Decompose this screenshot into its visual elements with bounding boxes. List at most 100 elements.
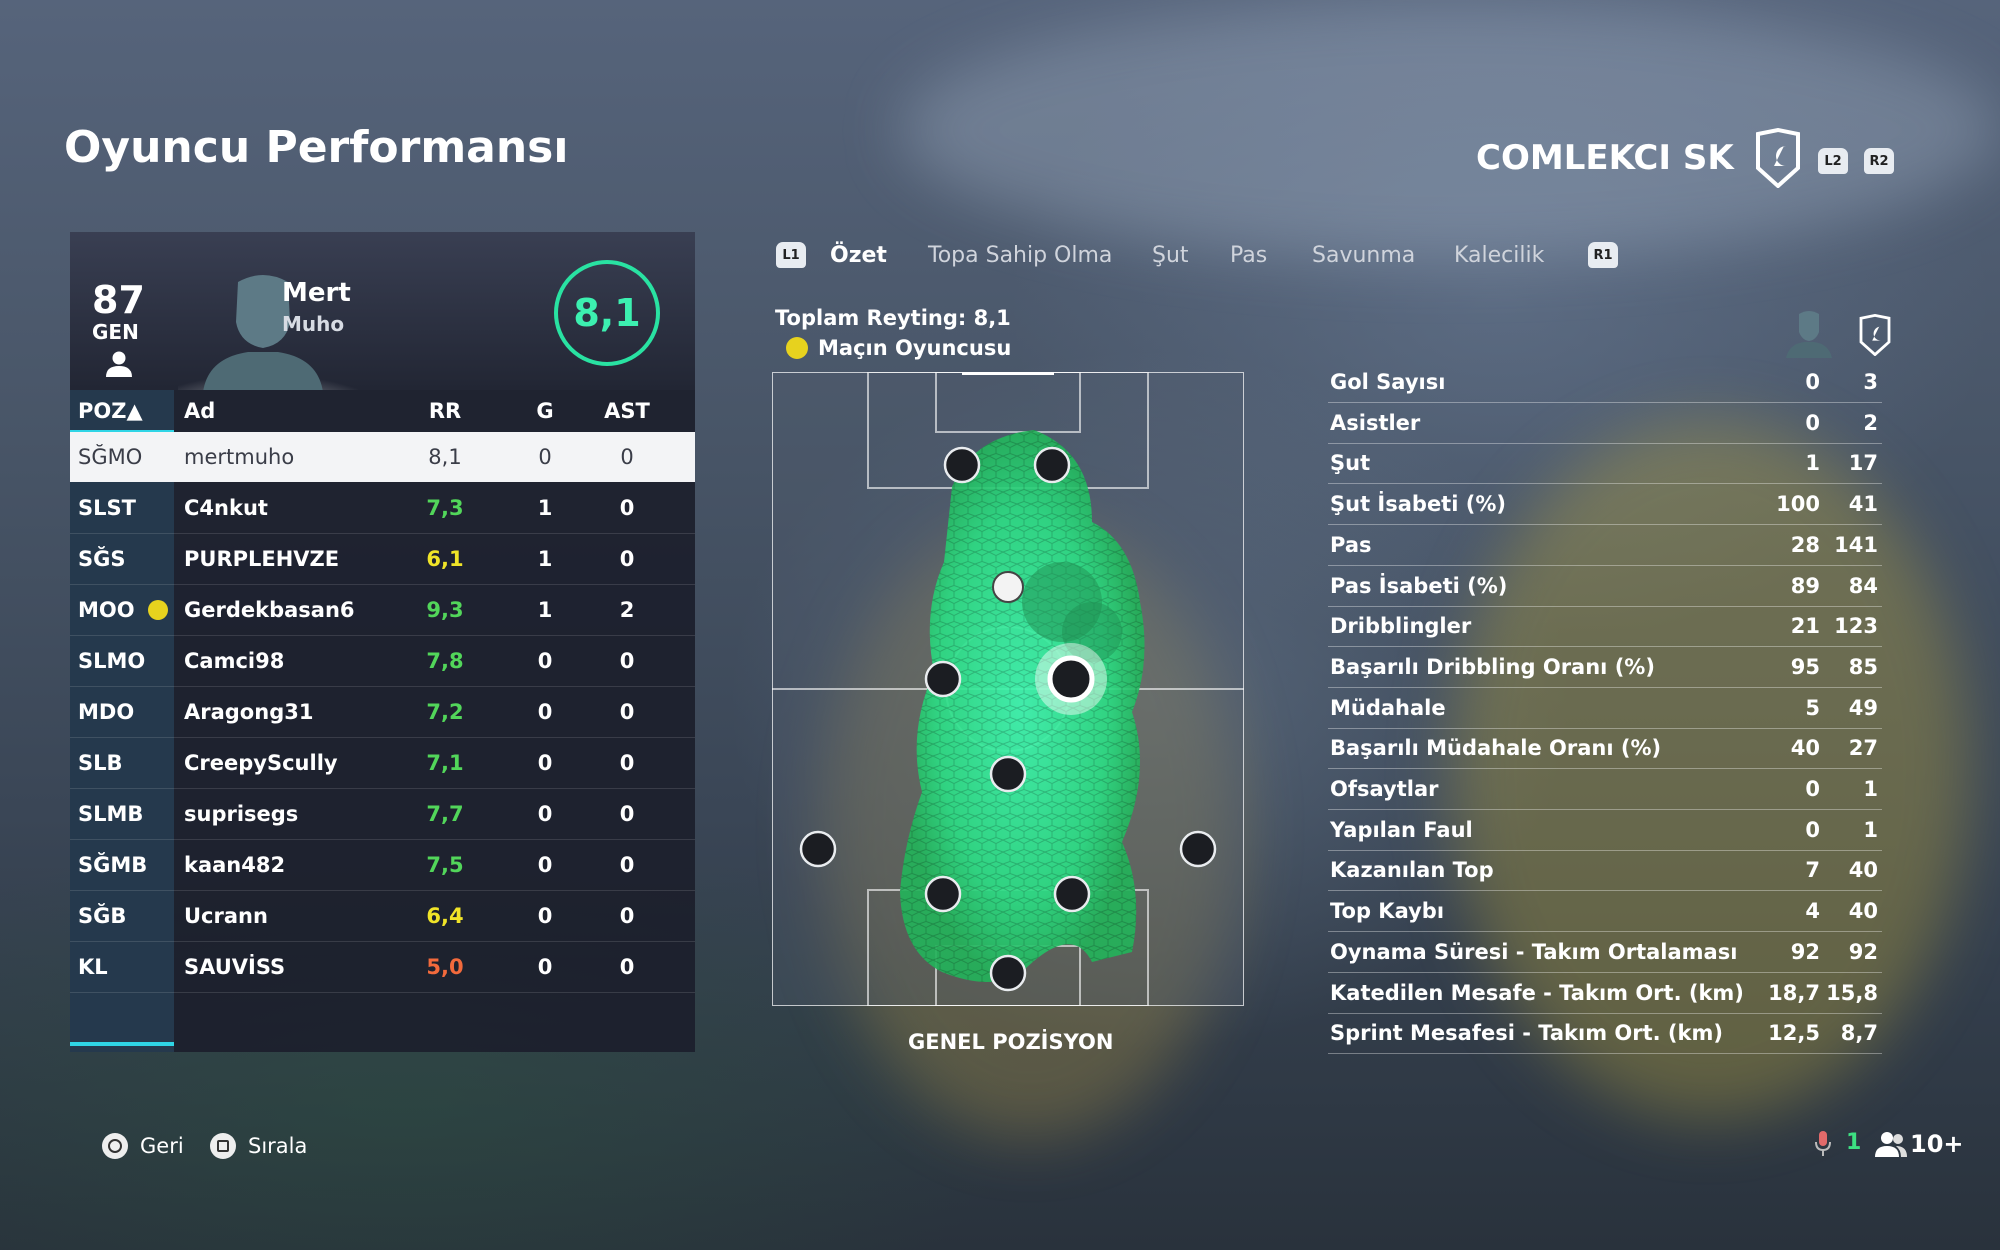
- row-goals: 0: [537, 802, 553, 826]
- stat-row: Müdahale 5 49: [1328, 688, 1882, 729]
- row-goals: 0: [537, 955, 553, 979]
- stat-player-value: 0: [1805, 370, 1820, 394]
- row-player-name: C4nkut: [184, 496, 268, 520]
- stat-label: Sprint Mesafesi - Takım Ort. (km): [1330, 1021, 1723, 1046]
- stat-label: Top Kaybı: [1330, 899, 1445, 924]
- table-row[interactable]: SĞS PURPLEHVZE 6,1 1 0: [70, 534, 695, 585]
- row-player-name: mertmuho: [184, 445, 295, 469]
- row-rating: 7,1: [426, 751, 464, 775]
- row-assists: 0: [619, 955, 635, 979]
- row-rating: 7,3: [426, 496, 464, 520]
- table-row[interactable]: MOO Gerdekbasan6 9,3 1 2: [70, 585, 695, 636]
- table-row[interactable]: SLST C4nkut 7,3 1 0: [70, 483, 695, 534]
- row-assists: 0: [619, 496, 635, 520]
- header-name[interactable]: Ad: [184, 399, 216, 423]
- stat-label: Başarılı Müdahale Oranı (%): [1330, 736, 1662, 761]
- stat-label: Asistler: [1330, 410, 1421, 435]
- row-goals: 1: [537, 547, 553, 571]
- header-pos[interactable]: POZ▲: [78, 399, 143, 423]
- stat-row: Top Kaybı 4 40: [1328, 891, 1882, 933]
- stat-label: Ofsaytlar: [1330, 777, 1439, 801]
- row-player-name: CreepyScully: [184, 751, 338, 775]
- stat-row: Başarılı Müdahale Oranı (%) 40 27: [1328, 728, 1882, 770]
- person-icon: [106, 351, 132, 377]
- row-position: MOO: [78, 598, 135, 622]
- table-row[interactable]: SĞMB kaan482 7,5 0 0: [70, 840, 695, 891]
- stat-label: Şut İsabeti (%): [1330, 492, 1506, 517]
- row-position: SLMO: [78, 649, 146, 673]
- stat-team-value: 2: [1863, 410, 1878, 435]
- stat-row: Sprint Mesafesi - Takım Ort. (km) 12,5 8,7: [1328, 1013, 1882, 1055]
- row-player-name: Aragong31: [184, 700, 314, 724]
- tab-item[interactable]: Pas: [1230, 243, 1268, 268]
- tab-item[interactable]: Topa Sahip Olma: [928, 243, 1113, 268]
- row-rating: 7,8: [426, 649, 464, 673]
- overall-label: GEN: [92, 320, 139, 344]
- stat-team-value: 17: [1848, 451, 1878, 476]
- row-player-name: PURPLEHVZE: [184, 547, 340, 571]
- row-assists: 0: [619, 802, 635, 826]
- stat-team-value: 123: [1834, 614, 1878, 639]
- stat-label: Katedilen Mesafe - Takım Ort. (km): [1330, 980, 1744, 1005]
- row-assists: 0: [619, 547, 635, 571]
- l2-trigger-icon[interactable]: L2: [1818, 148, 1848, 174]
- row-rating: 7,2: [426, 700, 464, 724]
- row-assists: 2: [619, 598, 635, 622]
- r2-trigger-icon[interactable]: R2: [1864, 148, 1894, 174]
- stat-team-value: 8,7: [1840, 1021, 1878, 1046]
- player-header: 87 GEN Mert Muho 8,1: [70, 232, 695, 390]
- table-row[interactable]: SĞB Ucrann 6,4 0 0: [70, 891, 695, 942]
- stat-team-value: 3: [1863, 370, 1878, 394]
- r1-bumper-icon[interactable]: R1: [1588, 242, 1618, 268]
- stat-row: Yapılan Faul 0 1: [1328, 810, 1882, 851]
- row-position: SĞB: [78, 904, 127, 928]
- stat-team-value: 85: [1848, 654, 1878, 679]
- row-assists: 0: [619, 700, 635, 724]
- player-silhouette-icon: [178, 275, 363, 390]
- table-row[interactable]: SLB CreepyScully 7,1 0 0: [70, 738, 695, 789]
- sort-button[interactable]: Sırala: [210, 1133, 307, 1159]
- player-first-name: Mert: [282, 278, 351, 308]
- page-title: Oyuncu Performansı: [64, 122, 569, 173]
- tab-item[interactable]: Şut: [1152, 243, 1189, 268]
- row-position: SĞMO: [78, 445, 143, 469]
- row-rating: 7,7: [426, 802, 464, 826]
- header-g[interactable]: G: [536, 399, 554, 423]
- stat-label: Şut: [1330, 451, 1371, 476]
- back-button[interactable]: Geri: [102, 1133, 184, 1159]
- stat-team-value: 49: [1848, 695, 1878, 720]
- stat-player-value: 12,5: [1768, 1021, 1820, 1046]
- table-row[interactable]: SLMB suprisegs 7,7 0 0: [70, 789, 695, 840]
- selected-player-dot: [1047, 655, 1095, 703]
- row-position: MDO: [78, 700, 135, 724]
- l1-bumper-icon[interactable]: L1: [776, 242, 806, 268]
- background-banner: [900, 0, 2000, 260]
- row-player-name: suprisegs: [184, 802, 299, 826]
- stat-player-value: 28: [1790, 532, 1820, 557]
- table-row[interactable]: MDO Aragong31 7,2 0 0: [70, 687, 695, 738]
- position-heatmap: [772, 372, 1244, 1006]
- header-rr[interactable]: RR: [428, 399, 462, 423]
- stat-label: Pas: [1330, 532, 1372, 557]
- motm-marker: [992, 571, 1024, 603]
- background-crowd: [1450, 420, 1970, 1120]
- stat-team-value: 40: [1848, 858, 1878, 883]
- row-goals: 0: [537, 853, 553, 877]
- pitch-caption: GENEL POZİSYON: [908, 1030, 1114, 1054]
- tab-item[interactable]: Kalecilik: [1454, 243, 1545, 268]
- stat-player-value: 92: [1790, 939, 1820, 964]
- row-position: SĞMB: [78, 853, 148, 877]
- table-row[interactable]: SLMO Camci98 7,8 0 0: [70, 636, 695, 687]
- header-ast[interactable]: AST: [604, 399, 650, 423]
- tab-item[interactable]: Savunma: [1312, 243, 1416, 268]
- tab-item[interactable]: Özet: [830, 243, 887, 268]
- table-row[interactable]: KL SAUVİSS 5,0 0 0: [70, 942, 695, 993]
- stat-team-value: 15,8: [1826, 980, 1878, 1005]
- teammate-markers: [799, 446, 1217, 992]
- square-button-icon: [210, 1133, 236, 1159]
- stat-team-value: 1: [1863, 777, 1878, 801]
- stat-player-value: 0: [1805, 777, 1820, 801]
- table-row[interactable]: SĞMO mertmuho 8,1 0 0: [70, 432, 695, 482]
- row-assists: 0: [619, 649, 635, 673]
- team-compare-icon: [1859, 314, 1891, 356]
